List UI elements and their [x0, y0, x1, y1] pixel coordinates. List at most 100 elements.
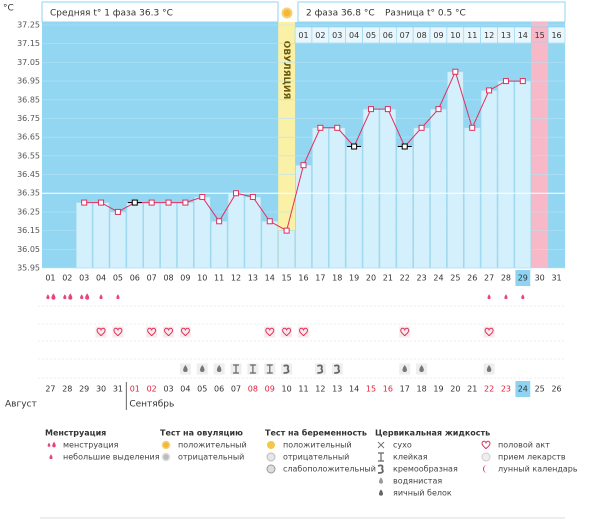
- temperature-bar: [177, 202, 194, 269]
- x-tick-label: 05: [113, 274, 123, 283]
- temperature-bar: [194, 196, 211, 269]
- date-label: 09: [265, 385, 275, 394]
- legend-icon: [377, 441, 385, 449]
- date-label: 21: [467, 385, 477, 394]
- post-ovulation-day: 16: [551, 31, 561, 40]
- watery-drop: [183, 365, 188, 372]
- symbol-background: [281, 363, 293, 375]
- legend-icon: [378, 452, 384, 462]
- y-tick-label: 36.65: [17, 133, 40, 142]
- date-label: 23: [501, 385, 511, 394]
- heart-background: [179, 326, 191, 338]
- date-label: 07: [231, 385, 241, 394]
- temperature-bar: [379, 108, 397, 269]
- watery-drop: [216, 365, 222, 372]
- intercourse-heart: [113, 327, 123, 337]
- x-tick-label: 14: [265, 274, 275, 283]
- month-label: Сентябрь: [129, 400, 174, 410]
- x-tick-label: 13: [248, 274, 258, 283]
- date-label: 08: [248, 385, 258, 394]
- x-tick-label: 29: [518, 274, 528, 283]
- date-label: 13: [332, 385, 342, 394]
- menstruation-drop: [85, 293, 90, 300]
- excluded-point: [351, 143, 358, 150]
- x-tick-label: 30: [535, 274, 545, 283]
- heart-background: [281, 326, 293, 338]
- expected-period-column: [531, 22, 549, 268]
- x-tick-label: 16: [298, 274, 308, 283]
- light-discharge-drop: [504, 294, 508, 300]
- light-discharge-drop: [487, 294, 491, 300]
- date-label: 28: [62, 385, 72, 394]
- temperature-point: [98, 199, 105, 206]
- legend-item: небольшие выделения: [63, 453, 160, 462]
- date-label: 24: [518, 385, 528, 394]
- y-tick-label: 36.25: [17, 207, 40, 216]
- legend-item: прием лекарств: [498, 453, 566, 462]
- unit-label: °C: [3, 4, 14, 14]
- heart-background: [146, 326, 158, 338]
- post-ovulation-day: 08: [417, 31, 427, 40]
- intercourse-heart: [147, 327, 157, 337]
- y-tick-label: 36.55: [17, 151, 40, 160]
- legend-icon: [483, 465, 487, 473]
- temperature-bar: [413, 127, 430, 269]
- legend-icon: [378, 489, 384, 496]
- sticky-icon: [249, 364, 256, 374]
- y-tick-label: 37.15: [17, 39, 40, 48]
- temperature-point: [266, 218, 273, 225]
- intercourse-heart: [298, 327, 309, 337]
- temperature-bar: [463, 127, 481, 269]
- x-tick-label: 09: [180, 274, 190, 283]
- post-ovulation-day: 10: [450, 31, 460, 40]
- post-ovulation-day: 12: [484, 31, 494, 40]
- x-tick-label: 20: [366, 274, 376, 283]
- date-label: 06: [214, 385, 224, 394]
- date-label: 14: [349, 385, 359, 394]
- intercourse-heart: [282, 327, 292, 337]
- legend-item: сухо: [393, 441, 412, 450]
- temperature-point: [148, 199, 155, 206]
- post-ovulation-day: 01: [298, 31, 308, 40]
- legend-icon: [266, 452, 276, 462]
- date-label: 22: [484, 385, 494, 394]
- x-tick-label: 19: [349, 274, 359, 283]
- temperature-bar: [227, 192, 245, 269]
- temperature-bar: [480, 90, 498, 269]
- y-tick-label: 35.95: [17, 264, 40, 273]
- temperature-point: [384, 106, 391, 113]
- ovulation-column: [278, 22, 296, 268]
- x-tick-label: 27: [484, 274, 494, 283]
- intercourse-heart: [265, 327, 275, 337]
- legend-item: клейкая: [393, 453, 428, 462]
- x-tick-label: 04: [96, 274, 106, 283]
- menstruation-drop: [51, 293, 56, 300]
- post-ovulation-cell: [547, 26, 566, 44]
- creamy-icon: [333, 364, 341, 374]
- excluded-point: [401, 143, 408, 150]
- x-tick-label: 07: [147, 274, 157, 283]
- legend-item: половой акт: [498, 441, 550, 450]
- legend-icon: [481, 440, 491, 450]
- ovulation-icon: [281, 7, 293, 19]
- temperature-bar: [312, 127, 329, 269]
- temperature-bar: [143, 202, 160, 269]
- legend-title: Тест на овуляцию: [160, 429, 243, 438]
- temperature-bar: [497, 80, 515, 269]
- post-ovulation-day: 15: [535, 31, 545, 40]
- post-ovulation-day: 13: [501, 31, 511, 40]
- date-label: 02: [147, 385, 157, 394]
- date-label: 30: [96, 385, 106, 394]
- y-tick-label: 36.85: [17, 95, 40, 104]
- watery-drop: [402, 365, 407, 372]
- creamy-icon: [283, 364, 290, 374]
- intercourse-heart: [400, 327, 410, 337]
- post-ovulation-day: 09: [433, 31, 443, 40]
- date-label: 03: [163, 385, 173, 394]
- legend-icon: [49, 454, 53, 460]
- light-discharge-drop: [521, 294, 525, 300]
- legend-item: положительный: [283, 441, 352, 450]
- temperature-point: [165, 199, 172, 206]
- watery-drop: [419, 365, 424, 372]
- legend-icon: [266, 464, 276, 474]
